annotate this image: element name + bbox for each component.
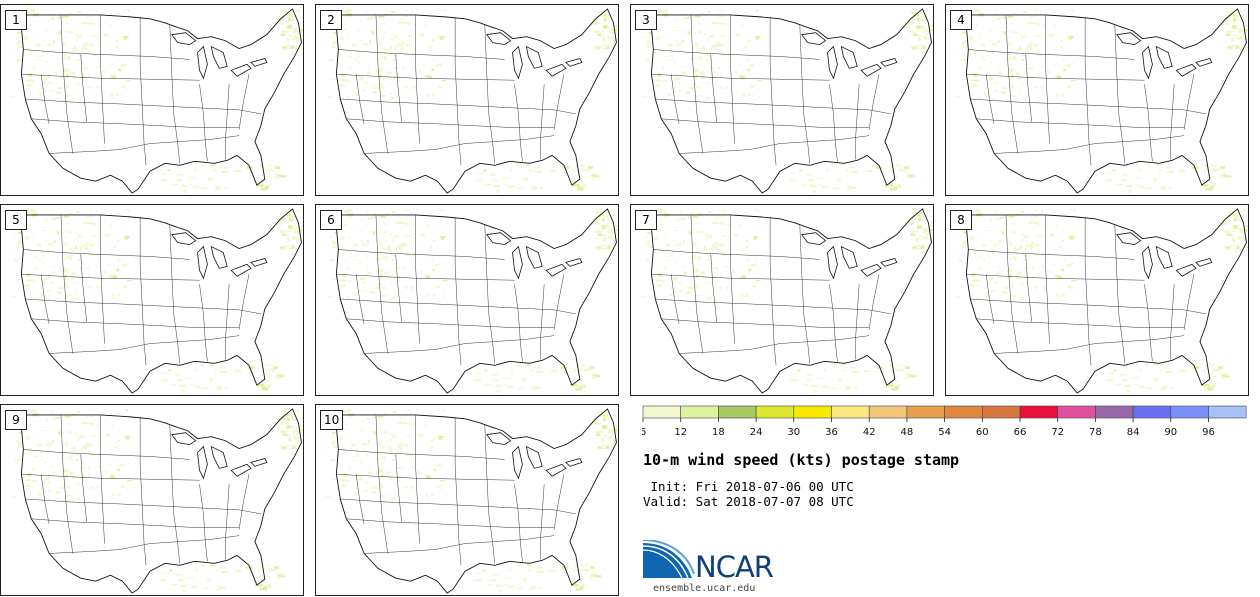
colorbar-swatch [1057, 405, 1096, 419]
colorbar-tick-label: 36 [825, 427, 838, 438]
colorbar-swatch [1208, 405, 1247, 419]
conus-map [325, 408, 618, 594]
colorbar-tick-label: 48 [901, 427, 914, 438]
figure-title: 10-m wind speed (kts) postage stamp [643, 451, 960, 469]
panel-number: 10 [320, 410, 344, 430]
conus-map [325, 8, 618, 194]
map-panel-1: 1 [0, 4, 304, 196]
init-time: Init: Fri 2018-07-06 00 UTC [643, 479, 854, 494]
colorbar-tick-label: 24 [750, 427, 763, 438]
ncar-logo-icon [642, 540, 695, 579]
colorbar-swatch [1095, 405, 1134, 419]
colorbar-tick-label: 66 [1014, 427, 1027, 438]
conus-map [955, 8, 1248, 194]
colorbar-swatch [718, 405, 757, 419]
panel-number: 8 [950, 210, 972, 230]
colorbar-swatch [680, 405, 719, 419]
site-url: ensemble.ucar.edu [653, 583, 756, 594]
colorbar-tick-label: 84 [1127, 427, 1140, 438]
colorbar-swatch [642, 405, 682, 419]
colorbar-swatch [831, 405, 870, 419]
colorbar-swatch [793, 405, 832, 419]
colorbar-swatch [981, 405, 1021, 419]
panel-number: 5 [5, 210, 27, 230]
colorbar-swatch [1132, 405, 1172, 419]
colorbar-swatch [944, 405, 983, 419]
colorbar-swatch [1019, 405, 1059, 419]
map-panel-8: 8 [945, 204, 1249, 396]
colorbar-tick-label: 60 [976, 427, 989, 438]
colorbar-tick-label: 12 [674, 427, 687, 438]
colorbar-tick-label: 96 [1202, 427, 1215, 438]
panel-number: 2 [320, 10, 342, 30]
colorbar-tick-label: 78 [1089, 427, 1102, 438]
map-panel-5: 5 [0, 204, 304, 396]
colorbar-tick-label: 54 [938, 427, 951, 438]
colorbar-tick-label: 90 [1164, 427, 1177, 438]
map-panel-9: 9 [0, 404, 304, 596]
logo-text: NCAR [695, 550, 774, 584]
panel-number: 4 [950, 10, 972, 30]
panel-number: 7 [635, 210, 657, 230]
map-panel-4: 4 [945, 4, 1249, 196]
panel-number: 6 [320, 210, 342, 230]
conus-map [640, 208, 933, 394]
map-panel-3: 3 [630, 4, 934, 196]
colorbar-tick-label: 42 [863, 427, 876, 438]
map-panel-10: 10 [315, 404, 619, 596]
panel-number: 9 [5, 410, 27, 430]
colorbar-tick-label: 6 [642, 427, 646, 438]
conus-map [10, 208, 303, 394]
conus-map [325, 208, 618, 394]
conus-map [10, 408, 303, 594]
map-panel-7: 7 [630, 204, 934, 396]
map-panel-2: 2 [315, 4, 619, 196]
colorbar-tick-label: 18 [712, 427, 725, 438]
colorbar: 6 12 18 24 30 36 42 48 54 60 66 72 78 84 90 96 [642, 405, 1247, 438]
conus-map [640, 8, 933, 194]
valid-time: Valid: Sat 2018-07-07 08 UTC [643, 494, 854, 509]
map-panel-6: 6 [315, 204, 619, 396]
panel-number: 3 [635, 10, 657, 30]
conus-map [10, 8, 303, 194]
panel-number: 1 [5, 10, 27, 30]
colorbar-tick-label: 72 [1051, 427, 1064, 438]
colorbar-swatch [868, 405, 908, 419]
colorbar-tick-label: 30 [787, 427, 800, 438]
colorbar-swatch [1170, 405, 1209, 419]
colorbar-swatch [755, 405, 795, 419]
colorbar-swatch [906, 405, 945, 419]
conus-map [955, 208, 1248, 394]
